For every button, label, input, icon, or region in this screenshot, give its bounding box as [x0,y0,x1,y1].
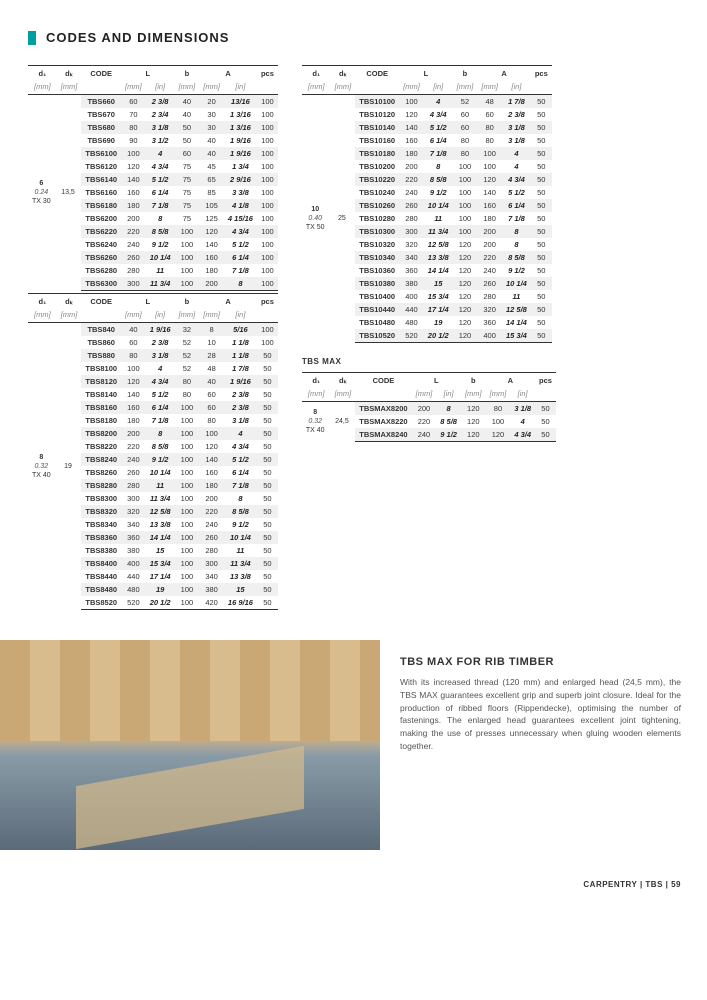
code-cell: TBS6240 [81,238,121,251]
d1-side: 80.32TX 40 [302,402,331,442]
code-cell: TBS10120 [355,108,399,121]
code-cell: TBS6120 [81,160,121,173]
code-cell: TBS10520 [355,329,399,343]
code-cell: TBS10400 [355,290,399,303]
left-tables-column: d₁dₖCODELbApcs[mm][mm][mm][in][mm][mm][i… [28,65,278,610]
code-cell: TBS6300 [81,277,121,291]
code-cell: TBS8400 [81,557,121,570]
code-cell: TBS10380 [355,277,399,290]
code-cell: TBS8240 [81,453,121,466]
code-cell: TBS8300 [81,492,121,505]
product-photo [0,640,380,850]
code-cell: TBS8440 [81,570,121,583]
code-cell: TBS6100 [81,147,121,160]
title-marker-icon [28,31,36,45]
code-cell: TBS10360 [355,264,399,277]
dk-side: 24,5 [331,402,356,442]
code-cell: TBS8120 [81,375,121,388]
spec-table: d₁dₖCODELbApcs[mm][mm][mm][in][mm][mm][i… [302,372,556,442]
code-cell: TBS10320 [355,238,399,251]
code-cell: TBS10340 [355,251,399,264]
right-tables-column: d₁dₖCODELbApcs[mm][mm][mm][in][mm][mm][i… [302,65,556,442]
code-cell: TBS10440 [355,303,399,316]
code-cell: TBS8480 [81,583,121,596]
code-cell: TBS6220 [81,225,121,238]
code-cell: TBS8220 [81,440,121,453]
dk-side: 19 [57,323,82,610]
code-cell: TBS10160 [355,134,399,147]
code-cell: TBS6160 [81,186,121,199]
code-cell: TBS8200 [81,427,121,440]
code-cell: TBSMAX8220 [355,415,411,428]
dk-side: 25 [331,95,356,343]
code-cell: TBS880 [81,349,121,362]
code-cell: TBS8360 [81,531,121,544]
code-cell: TBS8520 [81,596,121,610]
code-cell: TBS10260 [355,199,399,212]
code-cell: TBS8260 [81,466,121,479]
code-cell: TBS10300 [355,225,399,238]
spec-table: d₁dₖCODELbApcs[mm][mm][mm][in][mm][mm][i… [302,65,552,343]
description-body: With its increased thread (120 mm) and e… [400,676,681,753]
code-cell: TBS6280 [81,264,121,277]
code-cell: TBS10100 [355,95,399,109]
code-cell: TBS8280 [81,479,121,492]
code-cell: TBS660 [81,95,121,109]
code-cell: TBS10200 [355,160,399,173]
code-cell: TBS8340 [81,518,121,531]
page-footer: CARPENTRY | TBS | 59 [0,850,707,903]
code-cell: TBS10180 [355,147,399,160]
table-row: 100.40TX 5025TBS10100100452481 7/850 [302,95,552,109]
table-row: 80.32TX 4024,5TBSMAX82002008120803 1/850 [302,402,556,416]
code-cell: TBS680 [81,121,121,134]
code-cell: TBS8320 [81,505,121,518]
code-cell: TBSMAX8200 [355,402,411,416]
code-cell: TBS860 [81,336,121,349]
code-cell: TBS10220 [355,173,399,186]
d1-side: 80.32TX 40 [28,323,57,610]
code-cell: TBSMAX8240 [355,428,411,442]
photo-description-section: TBS MAX FOR RIB TIMBER With its increase… [0,640,707,850]
description-title: TBS MAX FOR RIB TIMBER [400,656,681,668]
code-cell: TBS10140 [355,121,399,134]
tbsmax-heading: TBS MAX [302,357,556,366]
code-cell: TBS8140 [81,388,121,401]
code-cell: TBS6180 [81,199,121,212]
code-cell: TBS8380 [81,544,121,557]
code-cell: TBS10240 [355,186,399,199]
spec-table: d₁dₖCODELbApcs[mm][mm][mm][in][mm][mm][i… [28,65,278,291]
code-cell: TBS690 [81,134,121,147]
code-cell: TBS8100 [81,362,121,375]
page-title-row: CODES AND DIMENSIONS [28,30,679,45]
dk-side: 13,5 [57,95,82,291]
code-cell: TBS10480 [355,316,399,329]
table-row: 60.24TX 3013,5TBS660602 3/8402013/16100 [28,95,278,109]
d1-side: 60.24TX 30 [28,95,57,291]
code-cell: TBS6140 [81,173,121,186]
d1-side: 100.40TX 50 [302,95,331,343]
code-cell: TBS10280 [355,212,399,225]
code-cell: TBS8160 [81,401,121,414]
spec-table: d₁dₖCODELbApcs[mm][mm][mm][in][mm][mm][i… [28,293,278,610]
table-row: 80.32TX 4019TBS840401 9/163285/16100 [28,323,278,337]
code-cell: TBS840 [81,323,121,337]
code-cell: TBS6260 [81,251,121,264]
code-cell: TBS6200 [81,212,121,225]
code-cell: TBS8180 [81,414,121,427]
code-cell: TBS670 [81,108,121,121]
page-title: CODES AND DIMENSIONS [46,30,229,45]
